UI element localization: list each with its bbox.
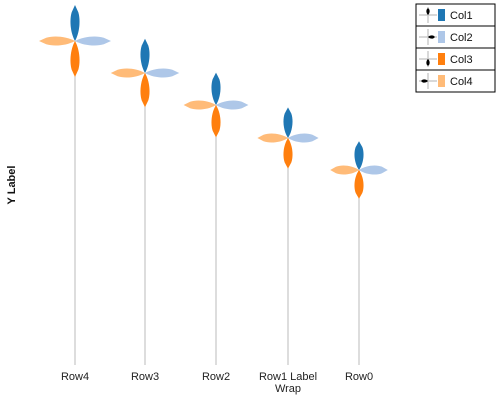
petal-col3-4 — [354, 170, 364, 199]
petals-layer — [39, 5, 388, 199]
legend-item-col4[interactable]: Col4 — [416, 69, 495, 89]
legend-label: Col4 — [450, 76, 473, 88]
legend-swatch — [438, 53, 445, 65]
legend-swatch — [438, 31, 445, 43]
stems-layer — [74, 41, 360, 365]
legend-item-col1[interactable]: Col1 — [419, 7, 473, 23]
glyph-icon — [419, 51, 437, 67]
petal-col2-1 — [145, 68, 180, 78]
petal-col3-2 — [211, 105, 221, 138]
x-tick-label-0: Row4 — [61, 371, 89, 383]
petal-col1-1 — [140, 38, 150, 73]
petal-col4-2 — [183, 100, 216, 110]
petal-col4-4 — [330, 165, 359, 175]
legend-item-col2[interactable]: Col2 — [416, 25, 495, 45]
x-tick-labels: Row4 Row3 Row2 Row1 Label Wrap Row0 — [61, 371, 373, 395]
x-tick-label-1: Row3 — [131, 371, 159, 383]
petal-col4-0 — [39, 36, 75, 46]
petal-col2-3 — [288, 133, 319, 143]
petal-col2-0 — [75, 36, 111, 46]
legend-swatch — [438, 9, 445, 21]
petal-col4-1 — [110, 68, 145, 78]
petal-col4-3 — [257, 133, 288, 143]
legend-swatch — [438, 75, 445, 87]
glyph-icon — [419, 73, 437, 89]
legend[interactable]: Col1 Col2 Col3 Col4 — [415, 3, 496, 93]
x-tick-label-4: Row0 — [345, 371, 373, 383]
petal-col3-0 — [70, 41, 80, 77]
petal-col1-4 — [354, 141, 364, 170]
legend-label: Col2 — [450, 32, 473, 44]
x-tick-label-2: Row2 — [202, 371, 230, 383]
glyph-icon — [419, 29, 437, 45]
glyph-icon — [419, 7, 437, 23]
petal-col1-3 — [283, 107, 293, 138]
petal-col3-1 — [140, 73, 150, 108]
petal-col2-2 — [216, 100, 249, 110]
legend-label: Col3 — [450, 54, 473, 66]
x-tick-label-3: Row1 Label Wrap — [259, 371, 317, 395]
petal-col1-2 — [211, 72, 221, 105]
petal-col2-4 — [359, 165, 388, 175]
y-axis-label: Y Label — [6, 166, 18, 205]
legend-item-col3[interactable]: Col3 — [416, 47, 495, 67]
petal-col1-0 — [70, 5, 80, 41]
legend-label: Col1 — [450, 10, 473, 22]
petal-col3-3 — [283, 138, 293, 169]
